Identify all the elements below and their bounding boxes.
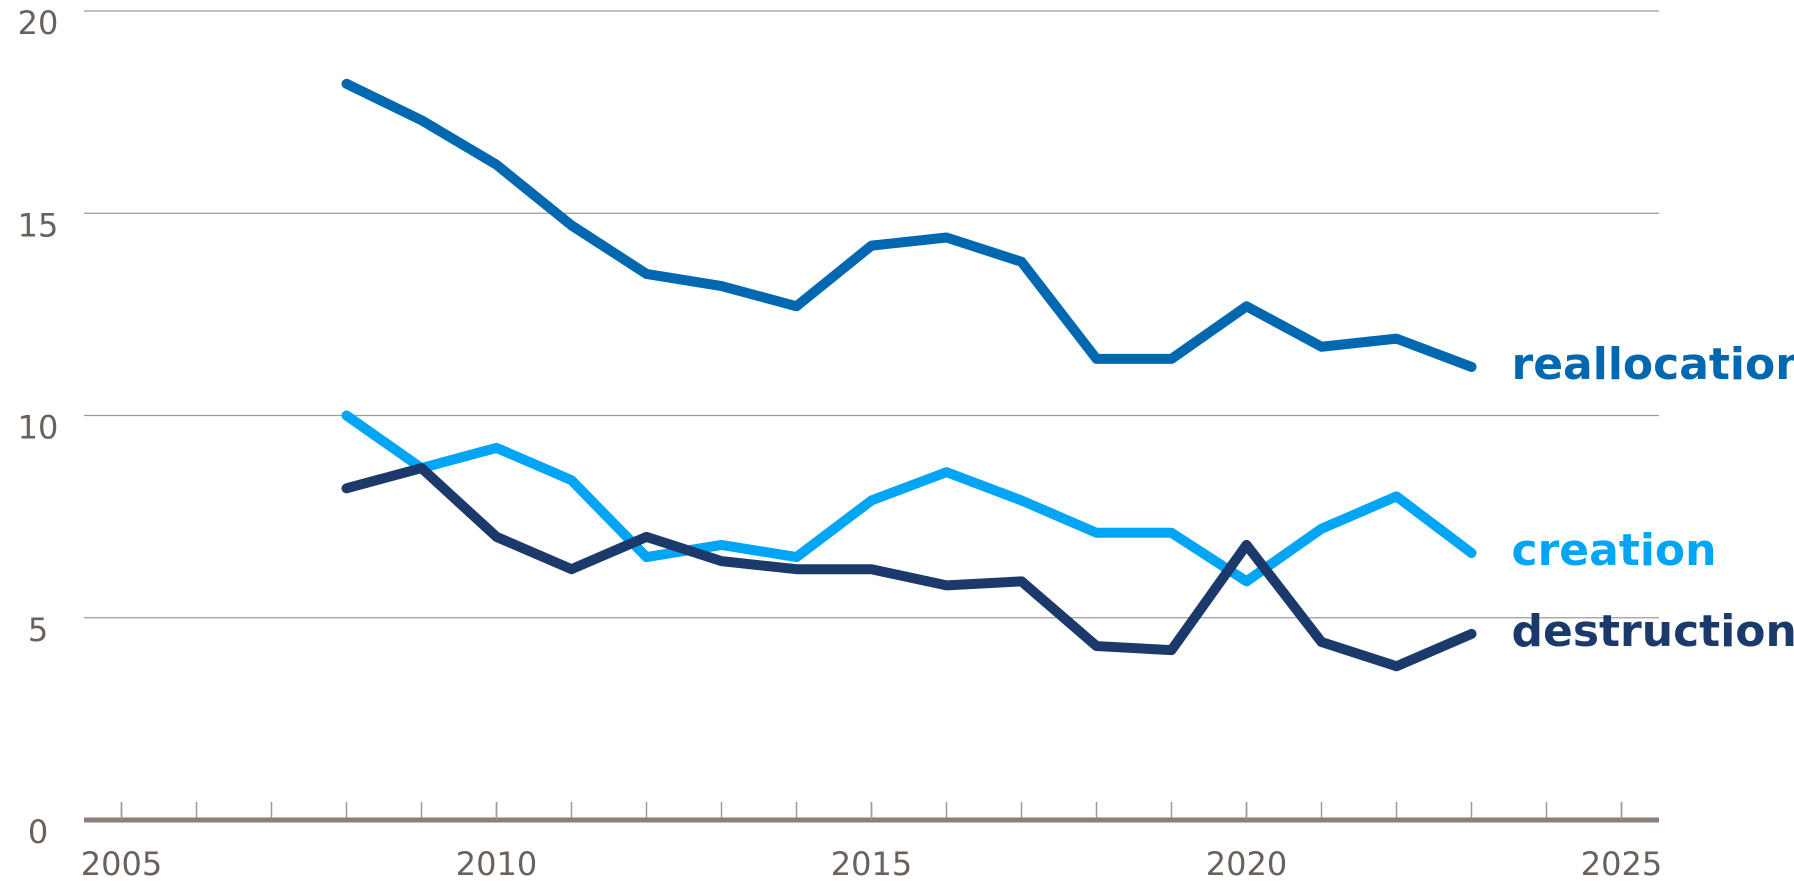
x-tick-label: 2015 <box>831 845 912 883</box>
x-tick-label: 2020 <box>1206 845 1287 883</box>
series-label: reallocation <box>1512 339 1794 390</box>
series-line <box>341 78 1477 372</box>
y-tick-label: 20 <box>18 4 59 42</box>
y-tick-label: 15 <box>18 206 59 244</box>
series-line <box>341 463 1477 672</box>
y-tick-label: 10 <box>18 409 59 447</box>
x-tick-label: 2005 <box>81 845 162 883</box>
y-tick-label: 0 <box>28 813 48 851</box>
x-tick-label: 2010 <box>456 845 537 883</box>
series-line <box>341 410 1477 587</box>
y-tick-label: 5 <box>28 611 48 649</box>
x-tick-label: 2025 <box>1581 845 1662 883</box>
series-label: destruction <box>1512 606 1794 657</box>
series-label: creation <box>1512 525 1717 576</box>
